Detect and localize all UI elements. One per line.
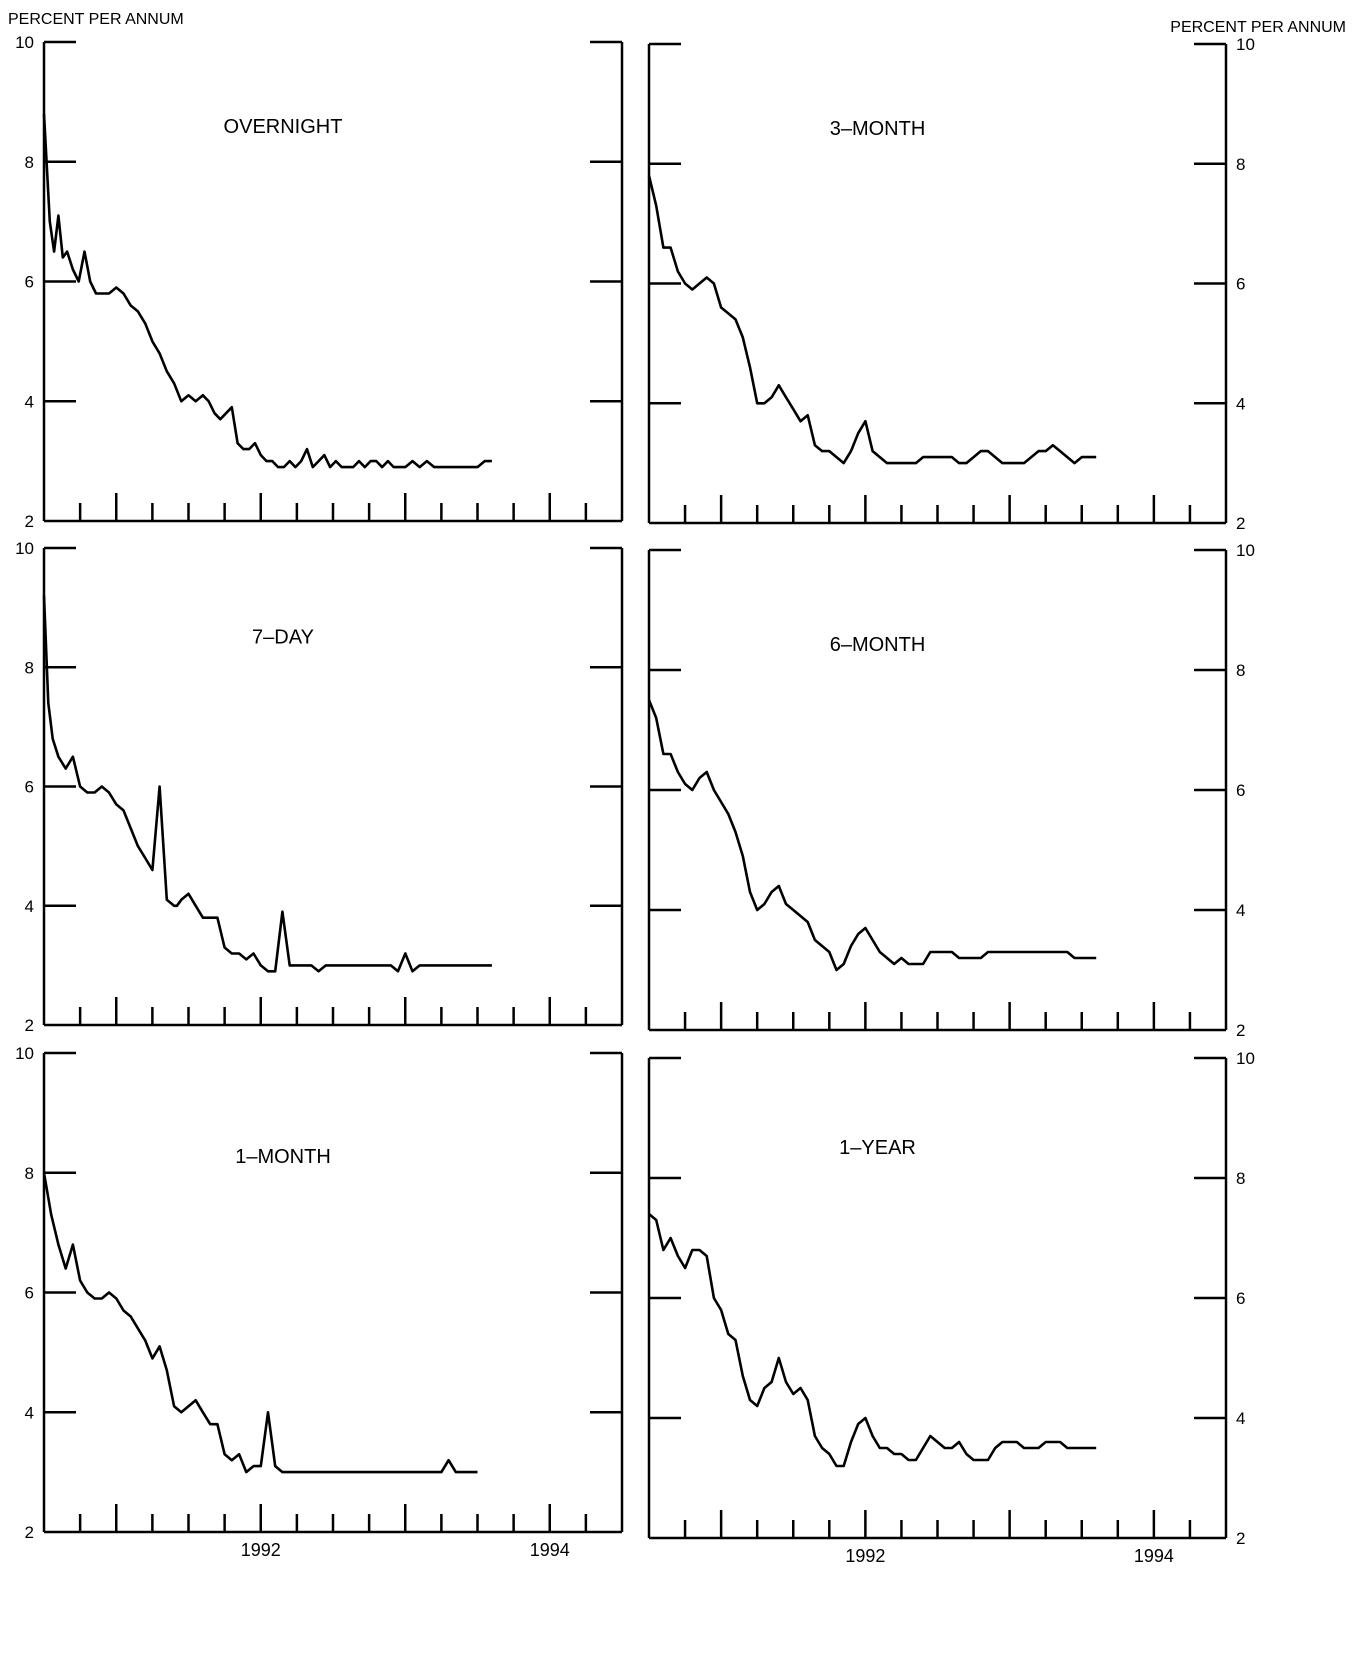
y-tick-label: 4 bbox=[25, 1403, 34, 1422]
y-tick-label: 8 bbox=[1236, 1169, 1245, 1188]
panel-title: OVERNIGHT bbox=[224, 116, 343, 138]
x-tick-label: 1992 bbox=[845, 1546, 885, 1566]
y-tick-label: 6 bbox=[25, 273, 34, 292]
series-line-1 bbox=[42, 595, 492, 973]
y-tick-label: 8 bbox=[1236, 155, 1245, 174]
panel-title: 3–MONTH bbox=[830, 118, 926, 140]
y-tick-label: 4 bbox=[25, 897, 34, 916]
y-tick-label: 2 bbox=[25, 1523, 34, 1542]
y-tick-label: 2 bbox=[25, 1016, 34, 1035]
panel-title: 7–DAY bbox=[252, 626, 314, 648]
y-tick-label: 4 bbox=[25, 392, 34, 411]
panel-2: 2 4 6 8 10 7–DAY bbox=[15, 539, 624, 1035]
panel-title: 1–YEAR bbox=[839, 1137, 916, 1159]
y-tick-label: 6 bbox=[25, 778, 34, 797]
series-line-1 bbox=[42, 113, 492, 469]
y-tick-label: 10 bbox=[15, 33, 34, 52]
panel-4: 2 4 6 8 10 3–MONTH bbox=[647, 35, 1255, 533]
unit-label-left: PERCENT PER ANNUM bbox=[8, 11, 184, 28]
y-tick-label: 10 bbox=[1236, 1049, 1255, 1068]
chart-panels: 2 4 6 8 10 OVERNIGHT 2 4 6 8 10 7–DAY 2 4 6 8 10 1992 1994… bbox=[15, 33, 1255, 1566]
x-tick-label: 1992 bbox=[241, 1540, 281, 1560]
series-line-1 bbox=[648, 1213, 1097, 1468]
y-tick-label: 8 bbox=[25, 658, 34, 677]
y-tick-label: 2 bbox=[25, 512, 34, 531]
panel-5: 2 4 6 8 10 6–MONTH bbox=[647, 541, 1255, 1040]
y-tick-label: 4 bbox=[1236, 394, 1245, 413]
y-tick-label: 6 bbox=[1236, 275, 1245, 294]
y-tick-label: 2 bbox=[1236, 1021, 1245, 1040]
y-tick-label: 4 bbox=[1236, 901, 1245, 920]
y-tick-label: 8 bbox=[25, 153, 34, 172]
y-tick-label: 8 bbox=[25, 1164, 34, 1183]
y-tick-label: 10 bbox=[1236, 541, 1255, 560]
unit-label-right: PERCENT PER ANNUM bbox=[1170, 19, 1346, 36]
y-tick-label: 4 bbox=[1236, 1409, 1245, 1428]
y-tick-label: 10 bbox=[15, 539, 34, 558]
y-tick-label: 2 bbox=[1236, 1529, 1245, 1548]
series-line-1 bbox=[647, 699, 1097, 972]
series-line-1 bbox=[42, 1172, 478, 1474]
panel-title: 1–MONTH bbox=[235, 1146, 331, 1168]
x-tick-label: 1994 bbox=[530, 1540, 570, 1560]
y-tick-label: 6 bbox=[25, 1284, 34, 1303]
panel-6: 2 4 6 8 10 1992 1994 1–YEAR bbox=[647, 1049, 1255, 1566]
panel-1: 2 4 6 8 10 OVERNIGHT bbox=[15, 33, 624, 531]
x-tick-label: 1994 bbox=[1134, 1546, 1174, 1566]
panel-title: 6–MONTH bbox=[830, 634, 926, 656]
y-tick-label: 6 bbox=[1236, 781, 1245, 800]
y-tick-label: 6 bbox=[1236, 1289, 1245, 1308]
y-tick-label: 2 bbox=[1236, 514, 1245, 533]
y-tick-label: 10 bbox=[1236, 35, 1255, 54]
y-tick-label: 10 bbox=[15, 1044, 34, 1063]
series-line-1 bbox=[647, 175, 1097, 465]
y-tick-label: 8 bbox=[1236, 661, 1245, 680]
panel-3: 2 4 6 8 10 1992 1994 1–MONTH bbox=[15, 1044, 624, 1560]
